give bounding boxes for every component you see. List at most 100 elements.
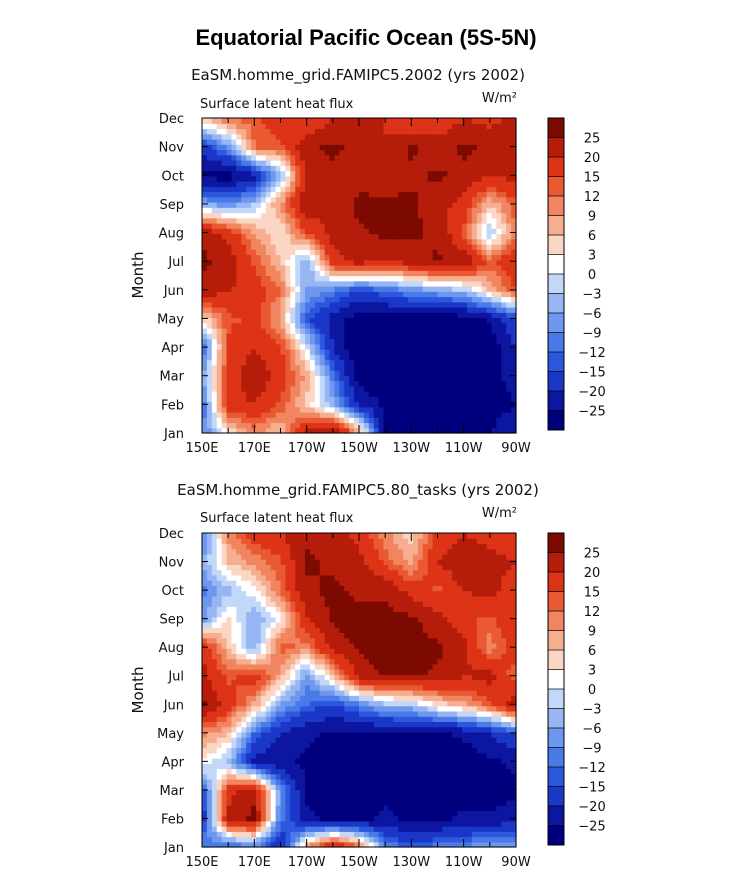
heatmap-cell bbox=[216, 815, 223, 822]
heatmap-cell bbox=[442, 841, 448, 848]
heatmap-cell bbox=[211, 186, 218, 193]
heatmap-cell bbox=[334, 207, 340, 214]
heatmap-cell bbox=[221, 328, 228, 334]
heatmap-cell bbox=[226, 118, 233, 124]
heatmap-cell bbox=[417, 128, 424, 135]
heatmap-cell bbox=[251, 422, 257, 429]
x-ticks-top: 150E 170E 170W 150W 130W 110W 90W bbox=[185, 118, 531, 456]
heatmap-cell bbox=[285, 810, 291, 817]
heatmap-cell bbox=[295, 391, 301, 397]
heatmap-cell bbox=[309, 175, 316, 182]
heatmap-cell bbox=[339, 170, 345, 177]
heatmap-cell bbox=[339, 259, 345, 266]
heatmap-cell bbox=[211, 249, 218, 256]
heatmap-cells-bottom bbox=[202, 533, 517, 848]
heatmap-cell bbox=[285, 181, 291, 187]
heatmap-cell bbox=[290, 238, 296, 245]
heatmap-cell bbox=[329, 799, 336, 806]
heatmap-cell bbox=[265, 196, 272, 203]
heatmap-cell bbox=[388, 238, 394, 245]
heatmap-cell bbox=[275, 815, 282, 822]
heatmap-cell bbox=[388, 836, 394, 843]
heatmap-cell bbox=[388, 191, 394, 198]
heatmap-cell bbox=[501, 385, 507, 392]
heatmap-cell bbox=[275, 343, 282, 350]
heatmap-cell bbox=[211, 280, 218, 287]
heatmap-cell bbox=[260, 249, 267, 256]
heatmap-cell bbox=[403, 312, 409, 319]
heatmap-cell bbox=[251, 427, 257, 434]
heatmap-cell bbox=[211, 291, 218, 298]
heatmap-cell bbox=[290, 186, 296, 193]
heatmap-cell bbox=[359, 265, 365, 271]
heatmap-cell bbox=[202, 254, 208, 261]
heatmap-cell bbox=[408, 328, 414, 334]
heatmap-cell bbox=[305, 768, 311, 775]
heatmap-cell bbox=[319, 149, 326, 156]
heatmap-cell bbox=[246, 354, 252, 361]
heatmap-cell bbox=[241, 202, 247, 208]
heatmap-cell bbox=[226, 133, 233, 140]
heatmap-cell bbox=[403, 144, 409, 151]
heatmap-cell bbox=[309, 375, 316, 382]
heatmap-cell bbox=[462, 773, 468, 780]
heatmap-cell bbox=[486, 412, 493, 418]
heatmap-cell bbox=[408, 322, 414, 329]
heatmap-cell bbox=[251, 233, 257, 240]
heatmap-cell bbox=[491, 778, 497, 785]
heatmap-cell bbox=[216, 265, 223, 271]
heatmap-cell bbox=[427, 354, 434, 361]
heatmap-cell bbox=[496, 160, 502, 166]
heatmap-cell bbox=[280, 364, 287, 371]
heatmap-cell bbox=[290, 212, 296, 219]
heatmap-cell bbox=[226, 349, 233, 355]
heatmap-cell bbox=[314, 202, 321, 208]
heatmap-cell bbox=[339, 139, 345, 145]
heatmap-cell bbox=[265, 149, 272, 156]
heatmap-cell bbox=[206, 778, 213, 785]
heatmap-cell bbox=[471, 196, 478, 203]
heatmap-cell bbox=[373, 123, 380, 130]
heatmap-cell bbox=[383, 133, 390, 140]
heatmap-cell bbox=[437, 370, 444, 376]
heatmap-cell bbox=[265, 370, 272, 376]
heatmap-cell bbox=[427, 375, 434, 382]
heatmap-cell bbox=[486, 170, 493, 177]
heatmap-cell bbox=[324, 826, 331, 832]
heatmap-cell bbox=[319, 233, 326, 240]
heatmap-cell bbox=[314, 186, 321, 193]
heatmap-cell bbox=[324, 149, 331, 156]
heatmap-cell bbox=[486, 249, 493, 256]
heatmap-cell bbox=[359, 170, 365, 177]
heatmap-cell bbox=[432, 165, 439, 172]
heatmap-cell bbox=[412, 784, 419, 791]
heatmap-cell bbox=[300, 280, 306, 287]
heatmap-cell bbox=[290, 128, 296, 135]
heatmap-cell bbox=[378, 118, 385, 124]
heatmap-cell bbox=[255, 794, 262, 801]
heatmap-cell bbox=[452, 768, 458, 775]
heatmap-cell bbox=[334, 427, 340, 434]
heatmap-cell bbox=[241, 249, 247, 256]
heatmap-cell bbox=[422, 175, 429, 182]
heatmap-cell bbox=[378, 186, 385, 193]
heatmap-cell bbox=[275, 270, 282, 277]
heatmap-cell bbox=[481, 412, 488, 418]
heatmap-cell bbox=[275, 207, 282, 214]
heatmap-cell bbox=[496, 370, 502, 376]
heatmap-cell bbox=[393, 133, 399, 140]
heatmap-cell bbox=[270, 123, 277, 130]
heatmap-cell bbox=[270, 805, 277, 811]
heatmap-cell bbox=[255, 826, 262, 832]
heatmap-cell bbox=[466, 831, 473, 838]
heatmap-cell bbox=[383, 826, 390, 832]
heatmap-cell bbox=[270, 265, 277, 271]
heatmap-cell bbox=[319, 223, 326, 229]
heatmap-cell bbox=[309, 270, 316, 277]
heatmap-cell bbox=[280, 815, 287, 822]
heatmap-cell bbox=[373, 396, 380, 403]
heatmap-cell bbox=[368, 836, 375, 843]
heatmap-cell bbox=[403, 354, 409, 361]
heatmap-cell bbox=[496, 128, 502, 135]
heatmap-cell bbox=[442, 354, 448, 361]
